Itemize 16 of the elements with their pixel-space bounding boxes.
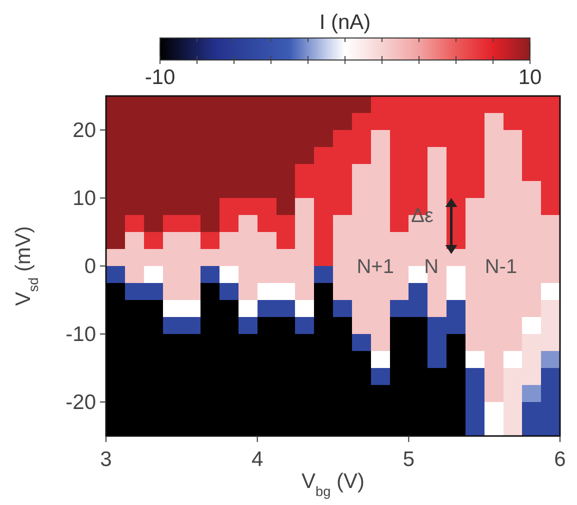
- annotation: N: [424, 256, 439, 278]
- y-tick-label: 10: [72, 187, 96, 210]
- y-tick-label: -10: [66, 323, 96, 346]
- color-bar-label: -10: [144, 66, 176, 89]
- annotation: N+1: [356, 256, 394, 278]
- x-tick-label: 6: [554, 448, 566, 471]
- annotation: N-1: [484, 256, 518, 278]
- color-bar-label: 10: [518, 66, 542, 89]
- y-tick-label: 20: [72, 119, 96, 142]
- x-tick-label: 5: [402, 448, 415, 471]
- y-tick-label: -20: [66, 391, 96, 414]
- x-axis-title: V$_{bg}$ (V): [301, 470, 365, 498]
- y-tick-label: 0: [84, 255, 96, 278]
- x-tick-label: 4: [251, 448, 264, 471]
- x-tick-label: 3: [100, 448, 112, 471]
- color-bar-title: I (nA): [319, 11, 371, 34]
